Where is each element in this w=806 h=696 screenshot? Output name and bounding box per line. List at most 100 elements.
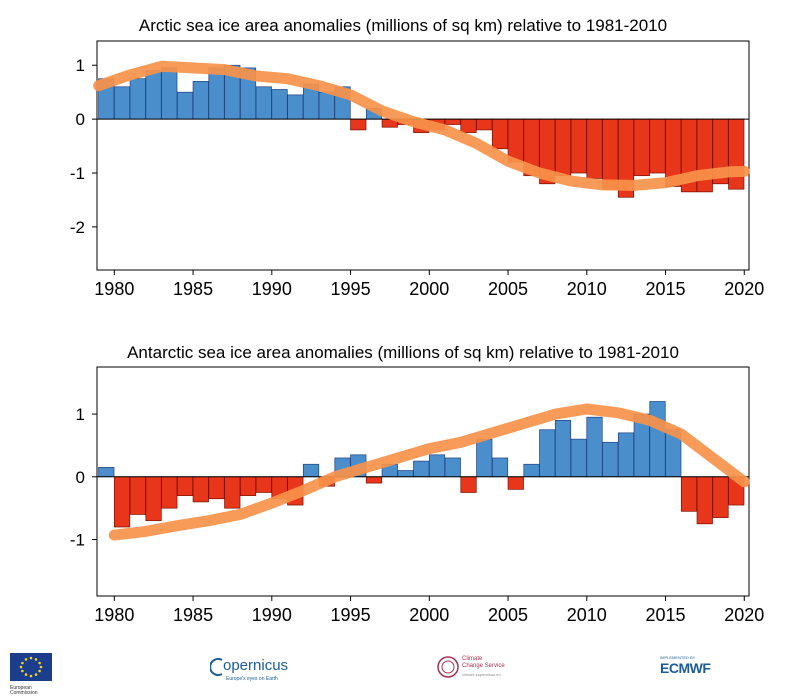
anomaly-bar — [460, 118, 477, 133]
copernicus-c-icon — [210, 658, 223, 676]
c3s-line-1: Climate — [462, 656, 483, 662]
anomaly-bar — [649, 118, 666, 174]
x-tick-label: 2020 — [724, 605, 764, 625]
x-tick-label: 2000 — [409, 605, 449, 625]
anomaly-bar — [491, 118, 509, 150]
anomaly-bar — [239, 476, 257, 496]
c3s-url: climate.copernicus.eu — [462, 672, 501, 677]
y-tick-label: 1 — [76, 405, 85, 424]
anomaly-bar — [696, 476, 713, 525]
anomaly-bar — [428, 454, 446, 478]
anomaly-bar — [98, 467, 115, 478]
anomaly-bar — [413, 460, 430, 478]
x-tick-label: 2005 — [488, 605, 528, 625]
y-tick-label: 0 — [76, 468, 85, 487]
x-tick-label: 2005 — [488, 279, 528, 299]
anomaly-bar — [460, 476, 477, 493]
ecmwf-name: ECMWF — [660, 660, 711, 676]
anomaly-bar — [633, 118, 650, 177]
copernicus-name: opernicus — [223, 657, 289, 674]
anomaly-bar — [476, 438, 493, 478]
anomaly-bar — [696, 118, 713, 193]
anomaly-bar — [192, 476, 209, 503]
anomaly-bar — [161, 67, 178, 120]
c3s-circle-icon — [437, 656, 459, 678]
x-tick-label: 1990 — [252, 279, 292, 299]
anomaly-bar — [680, 476, 698, 512]
anomaly-bar — [507, 118, 524, 163]
c3s-line-2: Change Service — [462, 663, 505, 669]
y-tick-label: -2 — [70, 218, 85, 237]
anomaly-bar — [161, 476, 178, 509]
x-tick-label: 1995 — [331, 279, 371, 299]
european-commission-logo: European Commission — [10, 653, 70, 696]
copernicus-tagline: Europe's eyes on Earth — [226, 676, 278, 682]
x-tick-label: 1985 — [173, 605, 213, 625]
anomaly-bar — [145, 476, 162, 522]
anomaly-bar — [523, 463, 540, 478]
anomaly-bar — [444, 457, 461, 478]
anomaly-bar — [129, 476, 146, 515]
anomaly-bar — [476, 118, 493, 131]
y-tick-label: -1 — [70, 164, 85, 183]
x-tick-label: 2000 — [409, 279, 449, 299]
antarctic-chart: 1980 1985 1990 1995 2000 2005 2010 2015 2020 1 0 -1 — [70, 366, 764, 625]
anomaly-bar — [728, 118, 745, 190]
c3s-logo: Climate Change Service climate.copernicu… — [436, 653, 516, 687]
anomaly-bar — [113, 86, 131, 120]
x-tick-label: 2010 — [567, 605, 607, 625]
trend-line — [108, 403, 750, 541]
anomaly-bar — [586, 118, 603, 179]
anomaly-bar — [444, 118, 461, 125]
anomaly-bar — [491, 457, 509, 478]
copernicus-logo: opernicus Europe's eyes on Earth — [210, 655, 310, 685]
arctic-chart: 1980 1985 1990 1995 2000 2005 2010 2015 2020 1 0 -1… — [70, 40, 764, 299]
x-tick-label: 2015 — [646, 279, 686, 299]
anomaly-bar — [586, 416, 603, 478]
eu-flag-icon — [10, 653, 67, 681]
chart-title-antarctic: Antarctic sea ice area anomalies (millio… — [127, 343, 679, 362]
anomaly-bar — [602, 118, 619, 190]
anomaly-bar — [397, 470, 414, 478]
anomaly-bar — [224, 476, 241, 509]
charts-svg: 1980 1985 1990 1995 2000 2005 2010 2015 2020 1 0 -1… — [70, 40, 764, 625]
trend-line — [93, 60, 750, 191]
anomaly-bar — [570, 438, 587, 478]
plot-frame — [96, 40, 750, 271]
x-tick-label: 1980 — [94, 279, 134, 299]
anomaly-bar — [365, 476, 383, 484]
y-tick-label: 1 — [76, 56, 85, 75]
x-tick-label: 1980 — [94, 605, 134, 625]
anomaly-bar — [649, 401, 666, 478]
anomaly-bar — [176, 91, 194, 120]
anomaly-bar — [617, 432, 635, 478]
anomaly-bar — [712, 476, 729, 518]
anomaly-bar — [602, 441, 619, 478]
anomaly-bar — [554, 419, 572, 478]
ecmwf-small-label: IMPLEMENTED BY — [660, 655, 696, 660]
anomaly-bar — [554, 118, 572, 177]
y-tick-label: 0 — [76, 110, 85, 129]
anomaly-bar — [176, 476, 194, 496]
anomaly-bar — [302, 463, 320, 478]
footer-logos: European Commission opernicus Europe's e… — [0, 645, 806, 696]
x-tick-label: 2020 — [724, 279, 764, 299]
anomaly-bar — [350, 118, 367, 131]
ecmwf-logo: IMPLEMENTED BY ECMWF — [660, 655, 740, 685]
anomaly-bar — [287, 94, 304, 120]
anomaly-bar — [208, 476, 225, 500]
anomaly-bar — [129, 78, 146, 120]
x-tick-label: 2015 — [646, 605, 686, 625]
x-tick-label: 1990 — [252, 605, 292, 625]
x-tick-label: 1995 — [331, 605, 371, 625]
x-tick-label: 2010 — [567, 279, 607, 299]
anomaly-bar — [208, 67, 225, 120]
anomaly-bar — [113, 476, 131, 528]
anomaly-bar — [507, 476, 524, 490]
anomaly-bar — [539, 429, 556, 478]
anomaly-bar — [318, 91, 335, 120]
ec-label-1: European — [10, 685, 32, 691]
anomaly-bar — [145, 70, 162, 120]
chart-title-arctic: Arctic sea ice area anomalies (millions … — [138, 16, 668, 35]
anomaly-bar — [570, 118, 587, 174]
